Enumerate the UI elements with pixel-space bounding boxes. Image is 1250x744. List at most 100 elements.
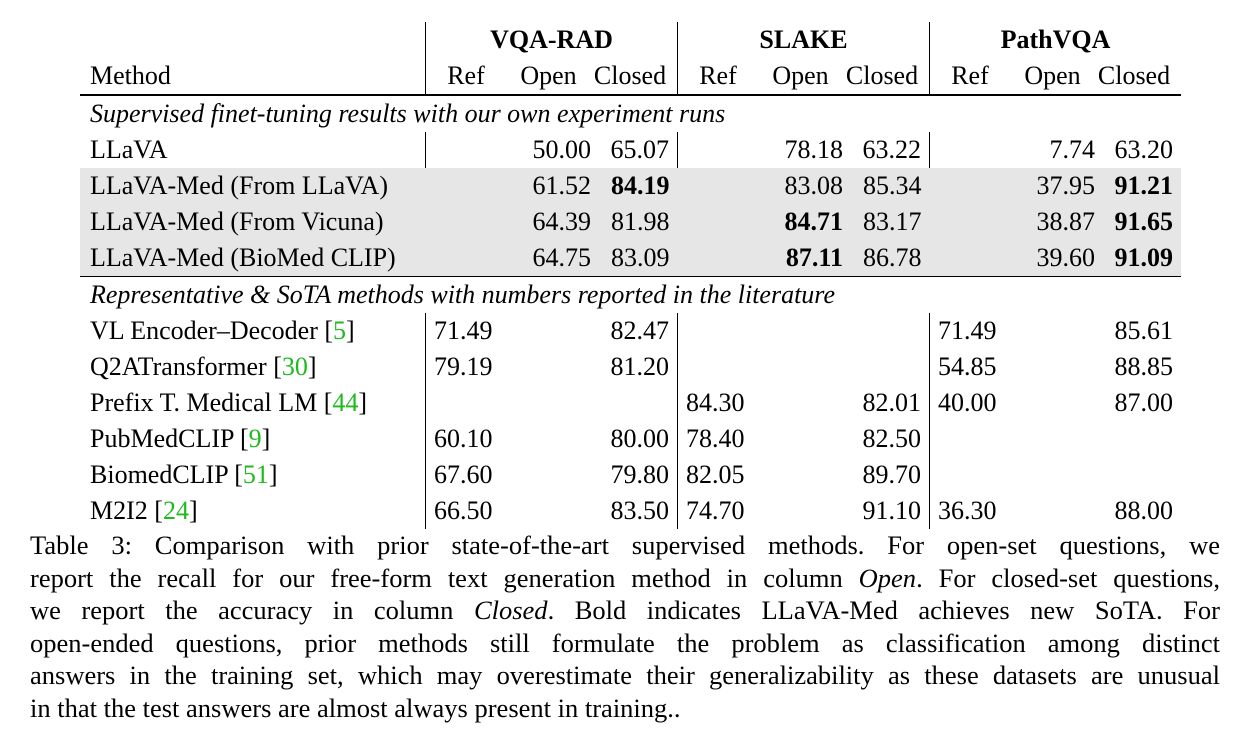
value-cell: 63.22 bbox=[862, 135, 922, 164]
value-cell: 86.78 bbox=[843, 240, 930, 277]
value-cell: 38.87 bbox=[1010, 204, 1095, 240]
caption-line: we report the accuracy in column Closed.… bbox=[30, 595, 1220, 625]
value-cell: 78.18 bbox=[784, 135, 844, 164]
value-cell: 87.00 bbox=[1114, 388, 1174, 417]
col-closed-header: Closed bbox=[591, 58, 678, 96]
col-ref-header: Ref bbox=[677, 58, 758, 96]
value-cell: 79.19 bbox=[425, 349, 506, 385]
value-cell: 36.30 bbox=[929, 493, 1010, 529]
value-cell: 91.10 bbox=[862, 496, 922, 525]
comparison-table: VQA-RAD SLAKE PathVQA Method Ref Open Cl… bbox=[80, 22, 1181, 529]
method-name: BiomedCLIP [51] bbox=[90, 460, 278, 489]
value-cell-bold: 91.09 bbox=[1095, 240, 1181, 277]
value-cell: 66.50 bbox=[425, 493, 506, 529]
section-header-row: Representative & SoTA methods with numbe… bbox=[80, 276, 1181, 313]
value-cell: 7.74 bbox=[1049, 135, 1096, 164]
table-row: VL Encoder–Decoder [5] 71.49 82.47 71.49… bbox=[80, 313, 1181, 349]
value-cell: 71.49 bbox=[929, 313, 1010, 349]
value-cell: 85.34 bbox=[843, 168, 930, 204]
method-header: Method bbox=[80, 58, 426, 96]
caption-line: in that the test answers are almost alwa… bbox=[30, 692, 681, 723]
value-cell: 37.95 bbox=[1010, 168, 1095, 204]
method-name: LLaVA-Med (From LLaVA) bbox=[80, 168, 426, 204]
value-cell: 81.98 bbox=[591, 204, 678, 240]
group-header-pathvqa: PathVQA bbox=[929, 22, 1181, 58]
col-closed-header: Closed bbox=[843, 58, 930, 96]
value-cell: 83.09 bbox=[591, 240, 678, 277]
col-open-header: Open bbox=[506, 58, 591, 96]
citation-link[interactable]: 5 bbox=[333, 316, 347, 345]
value-cell: 82.47 bbox=[610, 316, 670, 345]
value-cell: 71.49 bbox=[425, 313, 506, 349]
citation-link[interactable]: 24 bbox=[162, 496, 189, 525]
value-cell: 65.07 bbox=[610, 135, 670, 164]
caption-line: Table 3: Comparison with prior state-of-… bbox=[30, 530, 1220, 560]
value-cell: 64.75 bbox=[506, 240, 591, 277]
value-cell: 63.20 bbox=[1114, 135, 1174, 164]
value-cell: 67.60 bbox=[425, 457, 506, 493]
col-ref-header: Ref bbox=[425, 58, 506, 96]
value-cell: 85.61 bbox=[1114, 316, 1174, 345]
table-row: BiomedCLIP [51] 67.60 79.80 82.05 89.70 bbox=[80, 457, 1181, 493]
table-row: LLaVA-Med (BioMed CLIP) 64.75 83.09 87.1… bbox=[80, 240, 1181, 277]
col-open-header: Open bbox=[758, 58, 843, 96]
caption-line: answers in the training set, which may o… bbox=[30, 660, 1220, 690]
value-cell-bold: 87.11 bbox=[758, 240, 843, 277]
method-name: Q2ATransformer [30] bbox=[90, 352, 317, 381]
value-cell-bold: 91.21 bbox=[1095, 168, 1181, 204]
value-cell: 88.00 bbox=[1114, 496, 1174, 525]
table-row: LLaVA-Med (From LLaVA) 61.52 84.19 83.08… bbox=[80, 168, 1181, 204]
section-title-literature: Representative & SoTA methods with numbe… bbox=[80, 276, 1181, 313]
caption-line: open-ended questions, prior methods stil… bbox=[30, 627, 1220, 658]
value-cell: 74.70 bbox=[677, 493, 758, 529]
value-cell-bold: 84.71 bbox=[758, 204, 843, 240]
section-title-finetuning: Supervised finet-tuning results with our… bbox=[90, 99, 726, 128]
method-name: LLaVA-Med (BioMed CLIP) bbox=[80, 240, 426, 277]
value-cell: 50.00 bbox=[532, 135, 592, 164]
value-cell: 60.10 bbox=[425, 421, 506, 457]
col-closed-header: Closed bbox=[1095, 58, 1181, 96]
value-cell-bold: 91.65 bbox=[1095, 204, 1181, 240]
value-cell: 54.85 bbox=[929, 349, 1010, 385]
table-row: Prefix T. Medical LM [44] 84.30 82.01 40… bbox=[80, 385, 1181, 421]
value-cell: 81.20 bbox=[610, 352, 670, 381]
table-row: Q2ATransformer [30] 79.19 81.20 54.85 88… bbox=[80, 349, 1181, 385]
column-header-row: Method Ref Open Closed Ref Open Closed R… bbox=[80, 58, 1181, 96]
table-row: LLaVA 50.00 65.07 78.18 63.22 7.74 63.20 bbox=[80, 132, 1181, 168]
value-cell: 79.80 bbox=[610, 460, 670, 489]
group-header-row: VQA-RAD SLAKE PathVQA bbox=[80, 22, 1181, 58]
caption-line: report the recall for our free-form text… bbox=[30, 562, 1220, 593]
method-name: Prefix T. Medical LM [44] bbox=[90, 388, 368, 417]
value-cell: 78.40 bbox=[677, 421, 758, 457]
citation-link[interactable]: 30 bbox=[281, 352, 308, 381]
value-cell: 82.01 bbox=[862, 388, 922, 417]
value-cell-bold: 84.19 bbox=[591, 168, 678, 204]
value-cell: 83.50 bbox=[610, 496, 670, 525]
citation-link[interactable]: 51 bbox=[242, 460, 269, 489]
table-caption: Table 3: Comparison with prior state-of-… bbox=[30, 529, 1220, 724]
method-name: LLaVA-Med (From Vicuna) bbox=[80, 204, 426, 240]
method-name: LLaVA bbox=[90, 135, 168, 164]
table-row: LLaVA-Med (From Vicuna) 64.39 81.98 84.7… bbox=[80, 204, 1181, 240]
citation-link[interactable]: 44 bbox=[332, 388, 359, 417]
value-cell: 80.00 bbox=[610, 424, 670, 453]
method-name: VL Encoder–Decoder [5] bbox=[90, 316, 355, 345]
citation-link[interactable]: 9 bbox=[248, 424, 262, 453]
method-name: PubMedCLIP [9] bbox=[90, 424, 271, 453]
table-row: PubMedCLIP [9] 60.10 80.00 78.40 82.50 bbox=[80, 421, 1181, 457]
value-cell: 61.52 bbox=[506, 168, 591, 204]
value-cell: 39.60 bbox=[1010, 240, 1095, 277]
table-row: M2I2 [24] 66.50 83.50 74.70 91.10 36.30 … bbox=[80, 493, 1181, 529]
value-cell: 82.05 bbox=[677, 457, 758, 493]
value-cell: 83.08 bbox=[758, 168, 843, 204]
group-header-vqarad: VQA-RAD bbox=[425, 22, 678, 58]
value-cell: 40.00 bbox=[929, 385, 1010, 421]
value-cell: 64.39 bbox=[506, 204, 591, 240]
method-name: M2I2 [24] bbox=[90, 496, 198, 525]
section-header-row: Supervised finet-tuning results with our… bbox=[80, 95, 1181, 132]
value-cell: 89.70 bbox=[862, 460, 922, 489]
col-open-header: Open bbox=[1010, 58, 1095, 96]
value-cell: 84.30 bbox=[677, 385, 758, 421]
group-header-slake: SLAKE bbox=[677, 22, 930, 58]
value-cell: 83.17 bbox=[843, 204, 930, 240]
